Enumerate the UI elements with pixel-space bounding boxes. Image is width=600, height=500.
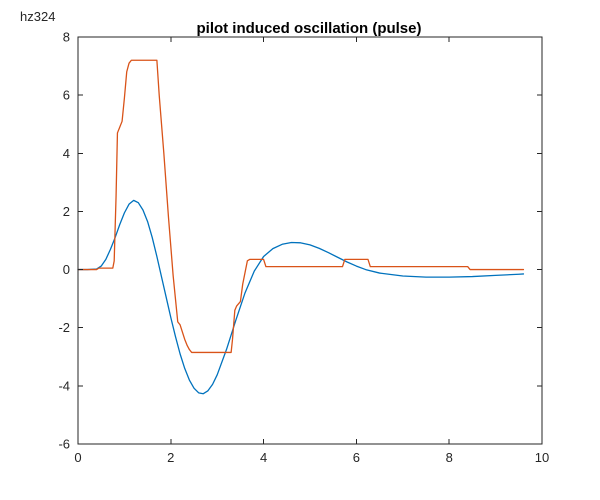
y-tick-label: 8 <box>63 30 70 45</box>
x-tick-label: 10 <box>535 450 549 465</box>
y-tick-label: -2 <box>58 320 70 335</box>
chart-title: pilot induced oscillation (pulse) <box>196 20 421 37</box>
series-line-1 <box>77 199 525 395</box>
series-layer <box>77 59 525 395</box>
axes-layer <box>77 36 543 445</box>
series-line-2 <box>77 59 525 354</box>
x-tick-label: 0 <box>74 450 81 465</box>
plot-background <box>78 37 542 444</box>
y-tick-label: 6 <box>63 88 70 103</box>
ticks-layer: 0 2 4 6 8 10 -6 -4 -2 0 2 4 6 8 <box>58 30 549 466</box>
y-tick-label: 2 <box>63 204 70 219</box>
y-tick-label: -4 <box>58 378 70 393</box>
x-tick-label: 6 <box>353 450 360 465</box>
plot-area <box>78 37 542 444</box>
x-tick-label: 8 <box>446 450 453 465</box>
x-tick-label: 4 <box>260 450 267 465</box>
y-tick-label: 0 <box>63 262 70 277</box>
y-tick-label: -6 <box>58 437 70 452</box>
y-tick-label: 4 <box>63 146 70 161</box>
x-tick-label: 2 <box>167 450 174 465</box>
axes-box <box>77 36 543 445</box>
figure-corner-label: hz324 <box>20 9 55 24</box>
